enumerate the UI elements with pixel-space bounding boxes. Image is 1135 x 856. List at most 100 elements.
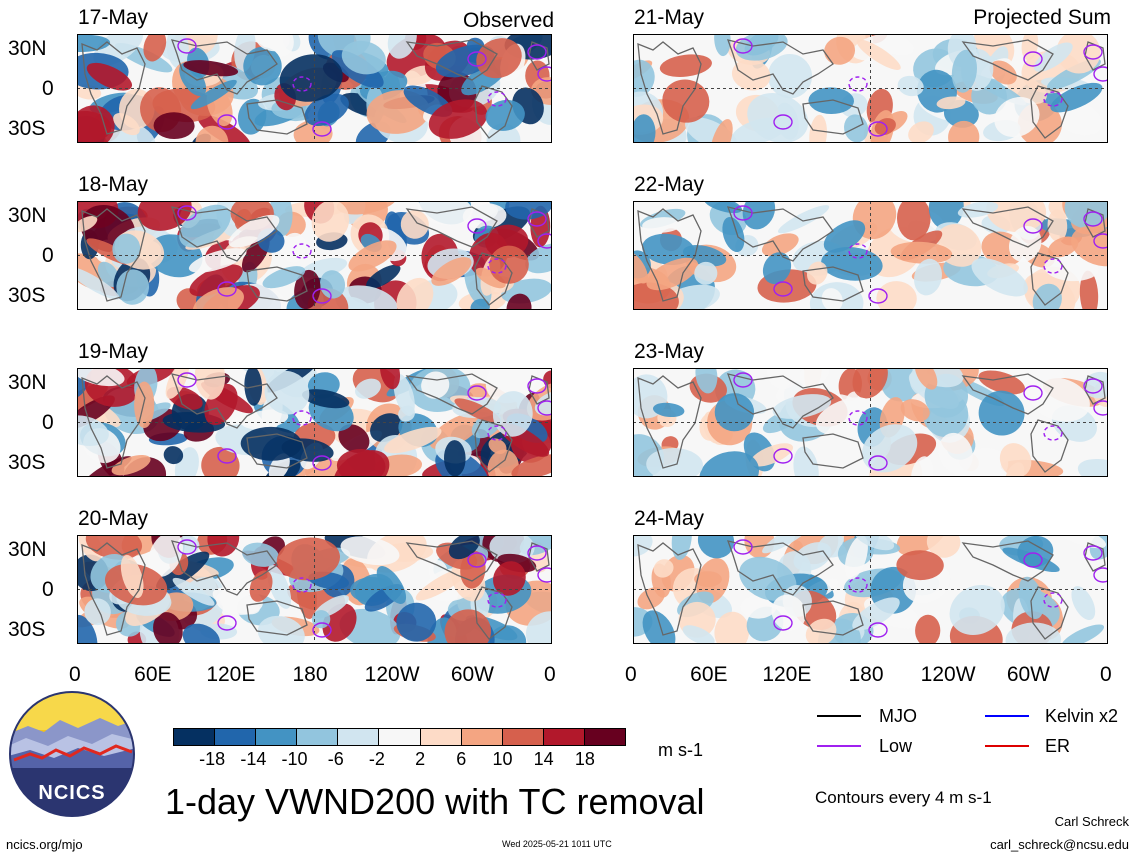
coastline	[170, 39, 278, 95]
coastline	[246, 99, 308, 135]
map-field	[77, 34, 552, 143]
wind-anomaly-blob	[143, 34, 167, 62]
wind-anomaly-blob	[242, 542, 279, 567]
longitude-label: 60E	[134, 663, 172, 686]
colorbar-swatch	[543, 729, 585, 745]
longitude-label: 0	[69, 663, 81, 686]
wind-anomaly-blob	[293, 119, 333, 143]
wind-anomaly-blob	[1077, 459, 1108, 477]
wind-anomaly-blob	[653, 559, 674, 578]
coastline	[961, 373, 1054, 415]
low-contour	[868, 288, 888, 304]
author-email[interactable]: carl_schreck@ncsu.edu	[990, 837, 1129, 852]
wind-anomaly-blob	[1050, 82, 1103, 113]
wind-anomaly-blob	[262, 266, 306, 289]
wind-anomaly-blob	[276, 537, 341, 581]
low-contour	[1043, 91, 1063, 107]
low-contour	[217, 281, 237, 297]
wind-anomaly-blob	[1033, 42, 1073, 72]
wind-anomaly-blob	[762, 252, 792, 285]
coastline	[637, 208, 702, 302]
wind-anomaly-blob	[1048, 236, 1079, 258]
wind-anomaly-blob	[86, 62, 133, 91]
latitude-label: 0	[42, 77, 54, 100]
legend-low-label: Low	[879, 736, 913, 756]
colorbar-swatch	[461, 729, 503, 745]
wind-anomaly-blob	[1029, 377, 1090, 422]
low-contour	[1043, 258, 1063, 274]
date-label-proj-4: 24-May	[634, 507, 705, 530]
low-contour	[467, 385, 487, 401]
wind-anomaly-blob	[714, 393, 755, 432]
wind-anomaly-blob	[163, 446, 184, 465]
wind-anomaly-blob	[1064, 201, 1108, 229]
wind-anomaly-blob	[1017, 535, 1054, 568]
wind-anomaly-blob	[393, 373, 415, 417]
wind-anomaly-blob	[957, 201, 999, 218]
colorbar-tick-label: -2	[368, 749, 385, 769]
coastline	[637, 41, 702, 135]
wind-anomaly-blob	[1047, 209, 1068, 242]
coastline	[637, 375, 702, 469]
wind-anomaly-blob	[311, 201, 350, 242]
low-contour	[1023, 552, 1043, 568]
coastline	[726, 206, 834, 262]
latitude-label: 0	[42, 411, 54, 434]
legend-er-line	[985, 745, 1029, 747]
latitude-label: 0	[42, 244, 54, 267]
wind-anomaly-blob	[112, 233, 141, 264]
wind-anomaly-blob	[762, 535, 815, 554]
wind-anomaly-blob	[844, 535, 868, 580]
wind-anomaly-blob	[207, 535, 240, 557]
low-contour	[467, 552, 487, 568]
date-label-obs-2: 18-May	[78, 173, 149, 196]
wind-anomaly-blob	[926, 535, 961, 558]
low-contour	[773, 114, 793, 130]
latitude-label: 30S	[8, 284, 46, 307]
logo-text: NCICS	[38, 782, 106, 804]
low-contour	[868, 121, 888, 137]
website-link[interactable]: ncics.org/mjo	[6, 837, 83, 852]
wind-anomaly-blob	[212, 587, 260, 615]
wind-anomaly-blob	[255, 34, 290, 52]
wind-anomaly-blob	[633, 251, 648, 284]
low-contour	[527, 44, 547, 60]
low-contour	[177, 372, 197, 388]
map-panel-obs-2	[77, 201, 552, 310]
wind-anomaly-blob	[876, 281, 917, 310]
coastline	[802, 266, 864, 302]
low-contour	[177, 539, 197, 555]
low-contour	[177, 38, 197, 54]
wind-anomaly-blob	[710, 119, 733, 143]
low-contour	[292, 76, 312, 92]
wind-anomaly-blob	[120, 554, 144, 599]
longitude-label: 120E	[206, 663, 256, 686]
date-label-obs-1: 17-May	[78, 6, 149, 29]
wind-anomaly-blob	[264, 370, 310, 415]
map-panel-obs-1	[77, 34, 552, 143]
low-contour	[527, 378, 547, 394]
wind-anomaly-blob	[915, 614, 941, 644]
wind-anomaly-blob	[682, 625, 715, 644]
low-contour	[868, 622, 888, 638]
low-contour	[1083, 211, 1103, 227]
wind-anomaly-blob	[485, 368, 538, 404]
wind-anomaly-blob	[179, 62, 207, 97]
low-contour	[848, 577, 868, 593]
wind-anomaly-blob	[824, 36, 856, 65]
low-contour	[868, 455, 888, 471]
wind-anomaly-blob	[1079, 270, 1099, 310]
coastline	[170, 206, 278, 262]
wind-anomaly-blob	[335, 285, 398, 310]
coastline	[405, 206, 498, 248]
legend-kelvin-label: Kelvin x2	[1045, 706, 1119, 726]
latitude-label: 30N	[8, 371, 47, 394]
wind-anomaly-blob	[671, 535, 692, 560]
colorbar-tick-label: -14	[240, 749, 267, 769]
coastline	[170, 540, 278, 596]
wind-anomaly-blob	[951, 49, 977, 93]
wind-anomaly-blob	[928, 201, 964, 230]
wind-anomaly-blob	[949, 584, 1005, 636]
map-field	[633, 201, 1108, 310]
wind-anomaly-blob	[714, 611, 750, 644]
